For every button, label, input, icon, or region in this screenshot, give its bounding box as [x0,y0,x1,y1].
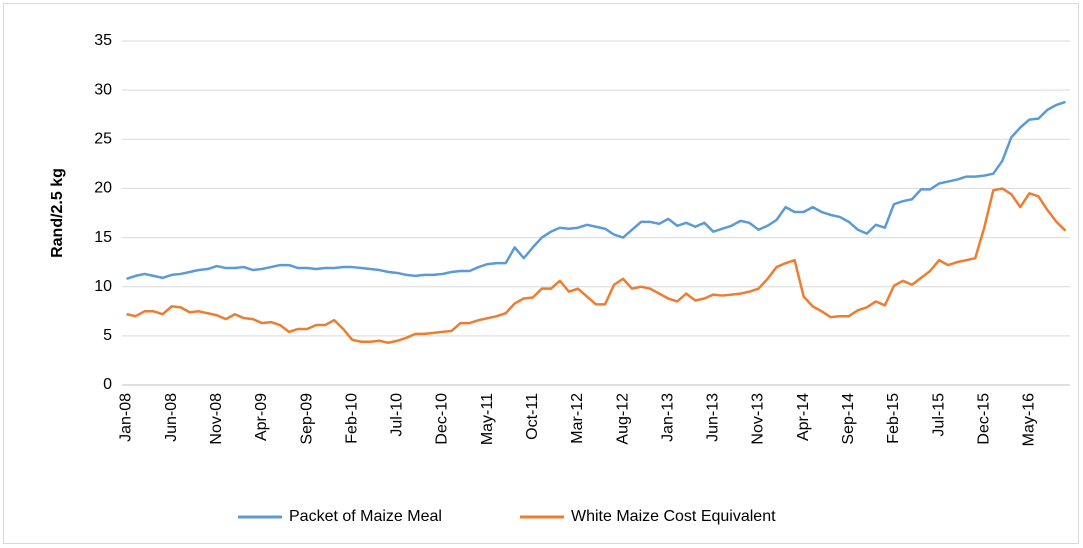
x-tick-label: Apr-14 [795,393,812,441]
x-tick-label: Jul-10 [389,393,406,437]
y-tick-label: 35 [94,32,112,49]
y-tick-label: 25 [94,131,112,148]
x-tick-label: Sep-14 [840,393,857,445]
legend-label: Packet of Maize Meal [289,508,442,525]
y-axis-label: Rand/2.5 kg [49,168,66,258]
y-tick-label: 30 [94,81,112,98]
x-tick-label: Feb-15 [885,393,902,444]
x-tick-label: Jun-08 [163,393,180,442]
x-tick-label: Nov-08 [208,393,225,445]
x-tick-label: Sep-09 [298,393,315,445]
x-tick-label: Apr-09 [253,393,270,441]
x-tick-label: Jan-13 [659,393,676,442]
x-tick-label: May-16 [1021,393,1038,446]
y-tick-label: 0 [103,376,112,393]
series-line [126,187,1067,344]
x-tick-label: Aug-12 [614,393,631,445]
x-tick-label: Nov-13 [750,393,767,445]
series-line [126,100,1066,281]
x-tick-label: Mar-12 [569,393,586,444]
y-tick-label: 20 [94,180,112,197]
y-tick-label: 5 [103,327,112,344]
y-tick-label: 15 [94,229,112,246]
legend-label: White Maize Cost Equivalent [571,508,776,525]
x-tick-label: Jan-08 [118,393,135,442]
y-tick-label: 10 [94,278,112,295]
x-tick-label: Jun-13 [705,393,722,442]
x-tick-label: Feb-10 [343,393,360,444]
x-tick-label: Dec-10 [434,393,451,445]
chart-border [3,3,1079,544]
x-tick-label: Jul-15 [930,393,947,437]
x-tick-label: May-11 [479,393,496,445]
x-tick-label: Oct-11 [524,393,541,440]
x-tick-label: Dec-15 [975,393,992,445]
